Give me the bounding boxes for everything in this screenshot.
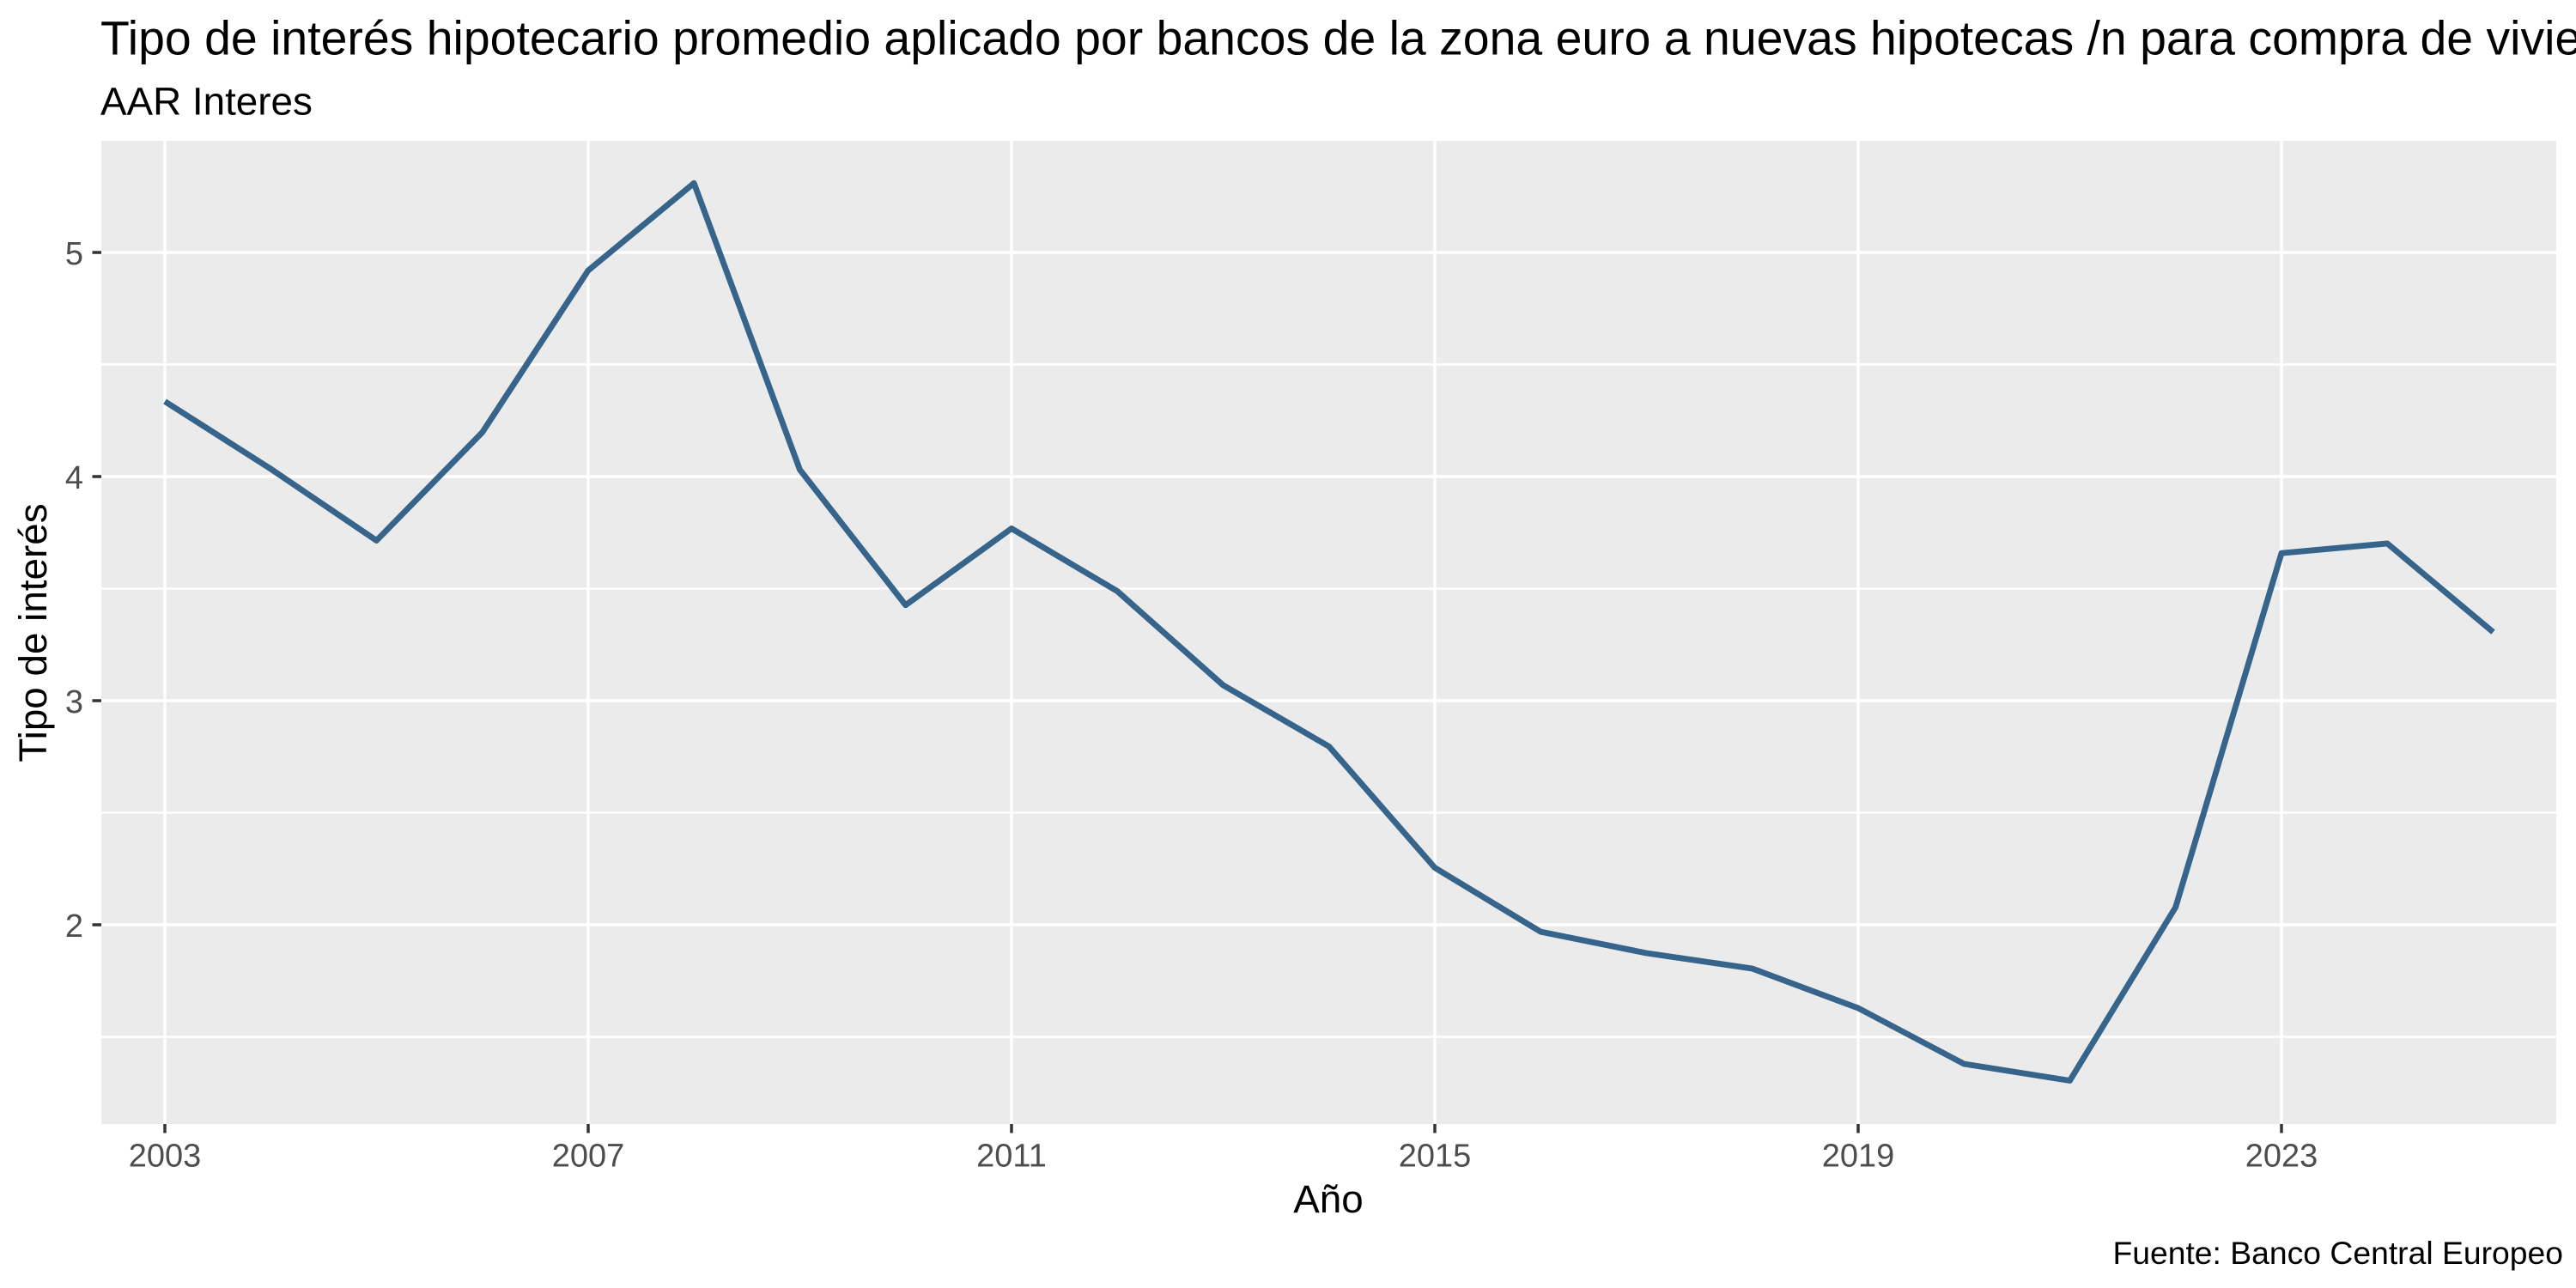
svg-text:Tipo de interés: Tipo de interés [11, 503, 55, 762]
svg-text:2023: 2023 [2245, 1138, 2318, 1174]
svg-text:2003: 2003 [129, 1138, 202, 1174]
svg-text:Fuente: Banco Central Europeo: Fuente: Banco Central Europeo [2112, 1235, 2563, 1271]
svg-text:Tipo de interés hipotecario pr: Tipo de interés hipotecario promedio apl… [100, 12, 2576, 65]
svg-text:4: 4 [65, 460, 83, 496]
svg-text:5: 5 [65, 236, 83, 272]
svg-text:AAR Interes: AAR Interes [100, 80, 313, 124]
svg-text:2019: 2019 [1822, 1138, 1895, 1174]
svg-text:2011: 2011 [976, 1138, 1047, 1174]
svg-text:2015: 2015 [1399, 1138, 1472, 1174]
svg-text:3: 3 [65, 684, 83, 720]
svg-text:2: 2 [65, 908, 83, 945]
svg-text:2007: 2007 [552, 1138, 625, 1174]
svg-text:Año: Año [1293, 1177, 1364, 1221]
